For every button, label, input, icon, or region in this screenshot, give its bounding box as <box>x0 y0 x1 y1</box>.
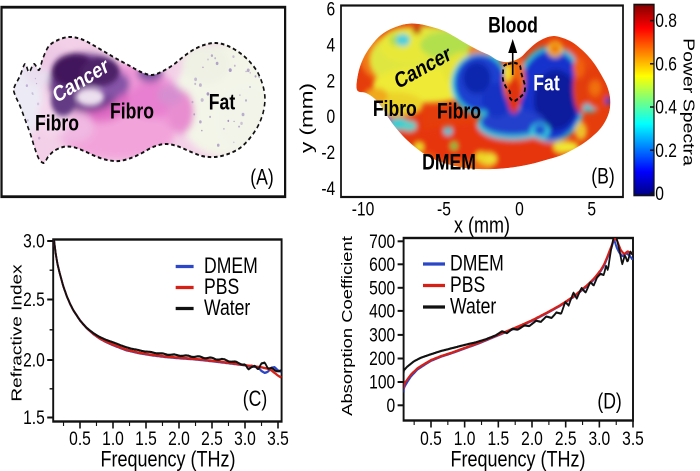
svg-text:(C): (C) <box>243 387 267 411</box>
svg-text:Water: Water <box>450 295 497 319</box>
svg-text:3.0: 3.0 <box>23 230 45 252</box>
svg-text:PBS: PBS <box>204 275 239 299</box>
svg-text:x (mm): x (mm) <box>454 214 510 238</box>
svg-text:3.0: 3.0 <box>234 427 256 449</box>
svg-text:4: 4 <box>327 34 336 56</box>
svg-text:-2: -2 <box>321 141 335 163</box>
svg-text:600: 600 <box>369 253 395 275</box>
svg-text:2.0: 2.0 <box>168 427 190 449</box>
svg-text:1.5: 1.5 <box>23 406 45 428</box>
svg-text:2.5: 2.5 <box>201 427 223 449</box>
svg-text:3.5: 3.5 <box>622 427 644 449</box>
svg-text:Power Spectra: Power Spectra <box>680 38 698 166</box>
svg-text:2: 2 <box>327 70 336 92</box>
svg-text:Fibro: Fibro <box>110 100 154 124</box>
svg-text:DMEM: DMEM <box>422 151 476 175</box>
svg-text:0.5: 0.5 <box>420 427 442 449</box>
svg-text:3.5: 3.5 <box>267 427 289 449</box>
svg-text:2.0: 2.0 <box>23 349 45 371</box>
svg-text:100: 100 <box>369 371 395 393</box>
svg-text:300: 300 <box>369 324 395 346</box>
svg-text:Water: Water <box>204 296 251 320</box>
svg-text:(B): (B) <box>591 165 614 189</box>
svg-text:Fibro: Fibro <box>437 100 481 124</box>
svg-text:Fat: Fat <box>533 72 560 96</box>
svg-text:y (mm): y (mm) <box>297 83 316 153</box>
svg-text:DMEM: DMEM <box>204 254 258 278</box>
svg-text:0: 0 <box>515 198 524 220</box>
svg-text:Refractive Index: Refractive Index <box>7 264 25 402</box>
svg-text:6: 6 <box>327 0 336 20</box>
svg-text:2.5: 2.5 <box>23 288 45 310</box>
svg-text:2.0: 2.0 <box>521 427 543 449</box>
svg-text:0.8: 0.8 <box>655 10 677 32</box>
svg-text:0: 0 <box>655 182 664 204</box>
svg-text:0.2: 0.2 <box>655 139 677 161</box>
svg-text:Absorption Coefficient: Absorption Coefficient <box>339 236 356 416</box>
svg-text:0.4: 0.4 <box>655 96 677 118</box>
svg-text:Fat: Fat <box>209 91 236 115</box>
svg-text:0.6: 0.6 <box>655 53 677 75</box>
svg-text:1.0: 1.0 <box>102 427 124 449</box>
svg-text:DMEM: DMEM <box>450 252 504 276</box>
svg-text:500: 500 <box>369 277 395 299</box>
svg-text:2.5: 2.5 <box>555 427 577 449</box>
svg-text:1.5: 1.5 <box>135 427 157 449</box>
svg-text:Fibro: Fibro <box>35 112 79 136</box>
svg-text:1.0: 1.0 <box>454 427 476 449</box>
svg-text:0: 0 <box>387 394 396 416</box>
svg-text:400: 400 <box>369 300 395 322</box>
svg-text:(D): (D) <box>597 390 621 414</box>
svg-text:PBS: PBS <box>450 273 485 297</box>
svg-text:(A): (A) <box>250 166 273 190</box>
svg-text:3.0: 3.0 <box>589 427 611 449</box>
svg-text:Fibro: Fibro <box>373 97 417 121</box>
svg-text:-5: -5 <box>437 198 451 220</box>
svg-text:Blood: Blood <box>488 14 538 38</box>
svg-text:0: 0 <box>327 106 336 128</box>
svg-text:1.5: 1.5 <box>487 427 509 449</box>
svg-text:Frequency (THz): Frequency (THz) <box>451 448 586 471</box>
svg-text:700: 700 <box>369 230 395 252</box>
svg-text:-10: -10 <box>352 198 375 220</box>
svg-text:200: 200 <box>369 347 395 369</box>
svg-text:5: 5 <box>587 198 596 220</box>
svg-text:Frequency (THz): Frequency (THz) <box>101 448 236 471</box>
svg-text:0.5: 0.5 <box>69 427 91 449</box>
svg-text:-4: -4 <box>321 177 335 199</box>
